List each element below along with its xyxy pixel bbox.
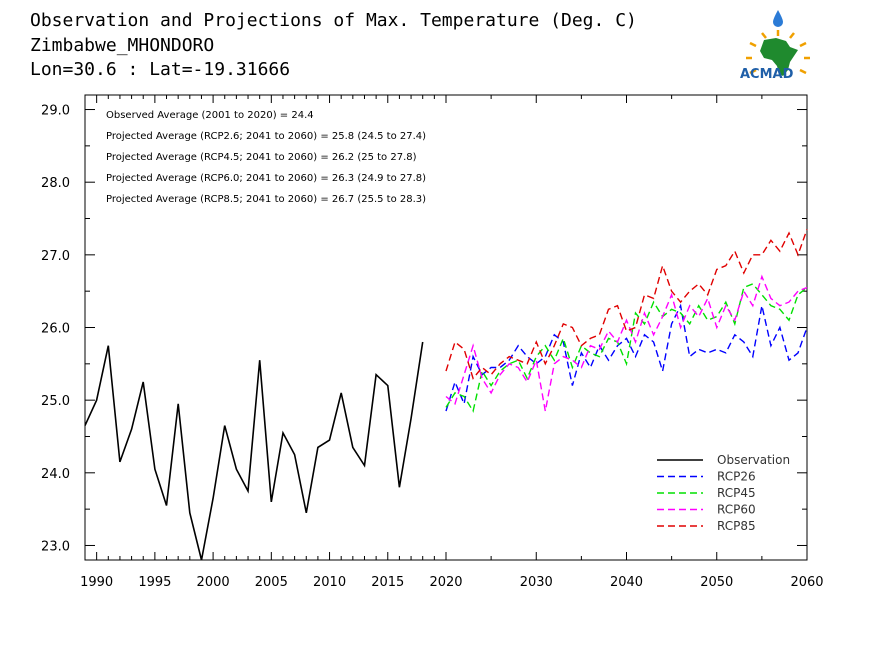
legend-label-rcp45: RCP45: [717, 486, 756, 500]
africa-map-icon: [760, 38, 798, 76]
axis-ticks: [85, 95, 808, 560]
x-tick-label: 2005: [255, 575, 288, 590]
annotation-rcp85: Projected Average (RCP8.5; 2041 to 2060)…: [106, 194, 426, 205]
legend-label-rcp26: RCP26: [717, 470, 756, 484]
station-coords: Lon=30.6 : Lat=-19.31666: [30, 59, 290, 80]
raindrop-icon: [773, 10, 783, 27]
y-tick-label: 29.0: [41, 104, 70, 119]
series-rcp60: [445, 274, 808, 412]
y-tick-labels: 23.0 24.0 25.0 26.0 27.0 28.0 29.0: [41, 104, 70, 555]
series-observation: [84, 341, 424, 561]
x-tick-label: 2050: [700, 575, 733, 590]
series-rcp26: [445, 303, 808, 412]
x-tick-label: 1995: [138, 575, 171, 590]
series-lines: [84, 229, 808, 561]
x-tick-label: 2060: [790, 575, 823, 590]
x-tick-label: 2010: [313, 575, 346, 590]
station-name: Zimbabwe_MHONDORO: [30, 35, 214, 56]
acmad-logo: ACMAD: [740, 10, 810, 82]
y-tick-label: 24.0: [41, 467, 70, 482]
annotation-rcp45: Projected Average (RCP4.5; 2041 to 2060)…: [106, 152, 417, 163]
annotation-rcp26: Projected Average (RCP2.6; 2041 to 2060)…: [106, 131, 426, 142]
x-tick-label: 1990: [80, 575, 113, 590]
sun-rays-icon: [746, 30, 810, 75]
x-tick-label: 2030: [520, 575, 553, 590]
x-tick-label: 2040: [610, 575, 643, 590]
chart-title: Observation and Projections of Max. Temp…: [30, 10, 637, 31]
x-tick-label: 2015: [371, 575, 404, 590]
x-tick-label: 2020: [429, 575, 462, 590]
annotation-observed: Observed Average (2001 to 2020) = 24.4: [106, 110, 314, 121]
logo-text: ACMAD: [740, 67, 794, 82]
y-tick-label: 26.0: [41, 322, 70, 337]
y-tick-label: 28.0: [41, 176, 70, 191]
legend-label-rcp85: RCP85: [717, 519, 756, 533]
legend-label-observation: Observation: [717, 453, 790, 467]
y-tick-label: 25.0: [41, 394, 70, 409]
legend-label-rcp60: RCP60: [717, 503, 756, 517]
average-annotations: Observed Average (2001 to 2020) = 24.4 P…: [106, 110, 426, 205]
annotation-rcp60: Projected Average (RCP6.0; 2041 to 2060)…: [106, 173, 426, 184]
y-tick-label: 23.0: [41, 539, 70, 554]
x-tick-labels: 1990 1995 2000 2005 2010 2015 2020 2030 2040 2050…: [80, 575, 823, 590]
x-tick-label: 2000: [197, 575, 230, 590]
series-rcp45: [445, 283, 808, 413]
y-tick-label: 27.0: [41, 249, 70, 264]
plot-frame: [84, 94, 808, 561]
legend: Observation RCP26 RCP45 RCP60 RCP85: [657, 453, 790, 533]
